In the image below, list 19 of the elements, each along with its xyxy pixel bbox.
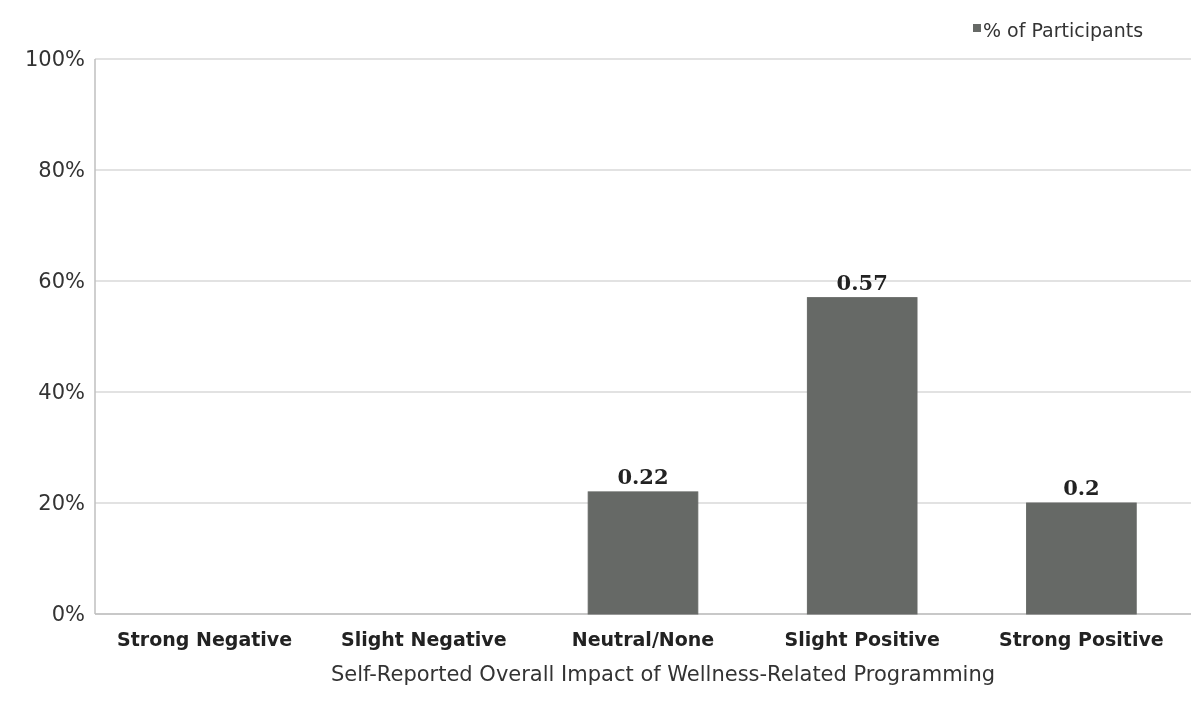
x-tick-label: Slight Positive [784, 628, 940, 650]
bar [806, 297, 918, 615]
x-tick-label: Strong Positive [999, 628, 1164, 650]
y-tick-label: 80% [38, 158, 85, 183]
bar [1026, 502, 1137, 615]
data-label: 0.57 [836, 269, 888, 295]
y-tick-label: 0% [51, 602, 85, 627]
y-tick-label: 60% [38, 269, 85, 294]
x-tick-label: Strong Negative [117, 628, 293, 650]
data-label: 0.2 [1063, 475, 1100, 500]
x-tick-label: Neutral/None [571, 628, 715, 650]
x-tick-label: Slight Negative [340, 628, 507, 650]
y-tick-label: 40% [38, 380, 85, 405]
y-tick-label: 20% [38, 491, 85, 516]
bar [587, 491, 699, 615]
legend-label: % of Participants [983, 18, 1144, 41]
x-axis-title: Self-Reported Overall Impact of Wellness-Related Programming [330, 662, 996, 686]
data-label: 0.22 [617, 463, 669, 489]
y-tick-label: 100% [24, 47, 85, 72]
